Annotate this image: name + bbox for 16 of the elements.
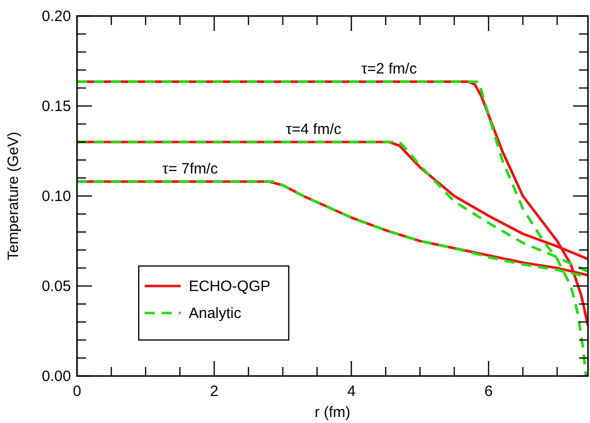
y-tick-label: 0.05 [42, 278, 71, 295]
x-tick-label: 4 [347, 383, 356, 400]
y-axis-title: Temperature (GeV) [5, 132, 22, 260]
legend-label: ECHO-QGP [188, 278, 270, 295]
x-tick-label: 6 [484, 383, 493, 400]
y-tick-label: 0.10 [42, 188, 71, 205]
annotation: τ= 7fm/c [162, 160, 218, 178]
annotation: τ=2 fm/c [361, 60, 418, 78]
x-tick-label: 0 [72, 383, 82, 400]
y-tick-label: 0.00 [42, 368, 71, 385]
y-tick-label: 0.15 [42, 98, 71, 115]
x-axis-title: r (fm) [314, 404, 350, 421]
annotation: τ=4 fm/c [286, 121, 342, 138]
x-tick-label: 2 [210, 383, 218, 400]
y-tick-label: 0.20 [42, 8, 71, 25]
legend-label: Analytic [188, 305, 242, 322]
